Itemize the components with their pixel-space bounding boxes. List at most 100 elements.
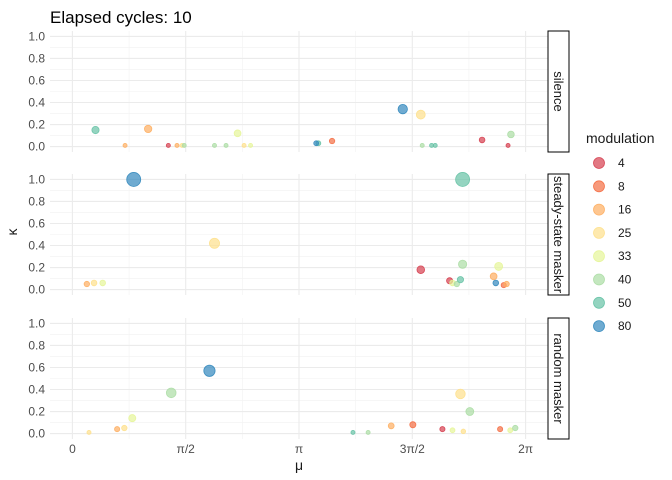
- data-point: [144, 124, 153, 134]
- y-tick-label: 0.2: [28, 118, 45, 132]
- facet-strip-label: random masker: [551, 333, 566, 424]
- legend-label: 40: [618, 273, 632, 287]
- data-point: [181, 143, 187, 148]
- data-point: [350, 430, 356, 435]
- data-point: [128, 414, 137, 423]
- legend-label: 16: [618, 203, 632, 217]
- data-point: [114, 426, 121, 433]
- data-point: [512, 424, 519, 432]
- data-point: [122, 143, 128, 148]
- data-point: [489, 272, 498, 281]
- data-point: [203, 364, 216, 377]
- data-point: [416, 265, 426, 274]
- data-point: [121, 424, 128, 432]
- y-tick-label: 0.2: [28, 405, 45, 419]
- data-point: [456, 276, 464, 284]
- data-point: [86, 430, 92, 435]
- legend-key: [593, 320, 605, 333]
- legend-key: [593, 157, 605, 169]
- y-tick-label: 0.4: [28, 383, 45, 397]
- x-tick-label: π: [295, 442, 303, 456]
- legend-key: [593, 180, 605, 193]
- data-point: [478, 136, 486, 144]
- y-tick-label: 0.8: [28, 194, 45, 208]
- data-point: [415, 109, 426, 120]
- x-axis-title: μ: [295, 457, 303, 473]
- legend-item: 8: [593, 179, 625, 193]
- data-point: [387, 422, 395, 430]
- x-tick-label: 2π: [518, 442, 533, 456]
- panel-random-masker: 0.0 0.2 0.4 0.6 0.8 1.0 random masker: [28, 316, 570, 441]
- data-point: [453, 280, 460, 288]
- data-point: [212, 143, 217, 148]
- legend-label: 8: [618, 179, 625, 193]
- data-point: [409, 421, 417, 429]
- y-axis-title: κ: [4, 228, 20, 236]
- legend-key: [593, 273, 605, 286]
- y-tick-label: 0.8: [28, 51, 45, 65]
- y-tick-label: 1.0: [28, 29, 45, 43]
- data-point: [165, 387, 177, 399]
- facet-strip-label: silence: [551, 71, 566, 111]
- y-tick-label: 0.6: [28, 360, 45, 374]
- legend-key: [593, 250, 605, 263]
- data-point: [397, 104, 408, 115]
- y-tick-label: 0.4: [28, 96, 45, 110]
- data-point: [209, 237, 220, 249]
- data-point: [223, 143, 229, 148]
- data-point: [455, 388, 466, 400]
- data-point: [492, 279, 500, 287]
- x-tick-label: 0: [69, 442, 76, 456]
- data-point: [494, 262, 504, 271]
- facet-strip: [547, 317, 570, 440]
- legend-item: 16: [593, 203, 632, 217]
- y-tick-label: 0.4: [28, 239, 45, 253]
- data-point: [503, 280, 510, 288]
- facet-strip: [547, 30, 570, 153]
- data-point: [99, 279, 106, 287]
- data-point: [90, 279, 98, 287]
- legend-key: [593, 296, 605, 309]
- legend-label: 50: [618, 296, 632, 310]
- data-point: [313, 140, 320, 147]
- facet-strip: [547, 173, 570, 296]
- y-tick-label: 0.6: [28, 216, 45, 230]
- data-point: [507, 427, 514, 434]
- data-point: [91, 126, 100, 135]
- legend-label: 25: [618, 226, 632, 240]
- data-point: [248, 143, 254, 148]
- legend-label: 80: [618, 319, 632, 333]
- panel-silence: 0.0 0.2 0.4 0.6 0.8 1.0 silence: [28, 29, 570, 154]
- legend-item: 40: [593, 273, 632, 287]
- data-point: [328, 137, 336, 145]
- legend-label: 4: [618, 156, 625, 170]
- y-tick-label: 0.8: [28, 338, 45, 352]
- data-point: [126, 172, 142, 187]
- data-point: [465, 407, 475, 416]
- legend-key: [593, 226, 605, 239]
- data-point: [449, 427, 456, 434]
- legend-item: 4: [593, 156, 625, 170]
- data-point: [460, 428, 467, 435]
- data-point: [505, 143, 511, 148]
- legend-key: [593, 203, 605, 216]
- y-tick-label: 0.0: [28, 427, 45, 441]
- data-point: [233, 129, 242, 138]
- data-point: [507, 130, 515, 139]
- data-point: [497, 426, 504, 433]
- legend-item: 25: [593, 226, 632, 240]
- data-point: [455, 172, 471, 187]
- legend-label: 33: [618, 249, 632, 263]
- x-tick-label: π/2: [177, 442, 196, 456]
- y-tick-label: 1.0: [28, 172, 45, 186]
- chart-title: Elapsed cycles: 10: [50, 8, 192, 27]
- y-tick-label: 1.0: [28, 316, 45, 330]
- legend-title: modulation: [586, 130, 655, 146]
- y-tick-label: 0.2: [28, 261, 45, 275]
- panels-layer: 0.0 0.2 0.4 0.6 0.8 1.0 silence 0.0 0.2 0.4 0.6 0.8…: [28, 29, 570, 441]
- y-tick-label: 0.0: [28, 140, 45, 154]
- data-point: [165, 143, 171, 148]
- x-axis: 0 π/2 π 3π/2 2π: [69, 442, 533, 456]
- panel-steady-state-masker: 0.0 0.2 0.4 0.6 0.8 1.0 steady-state masker: [28, 172, 570, 297]
